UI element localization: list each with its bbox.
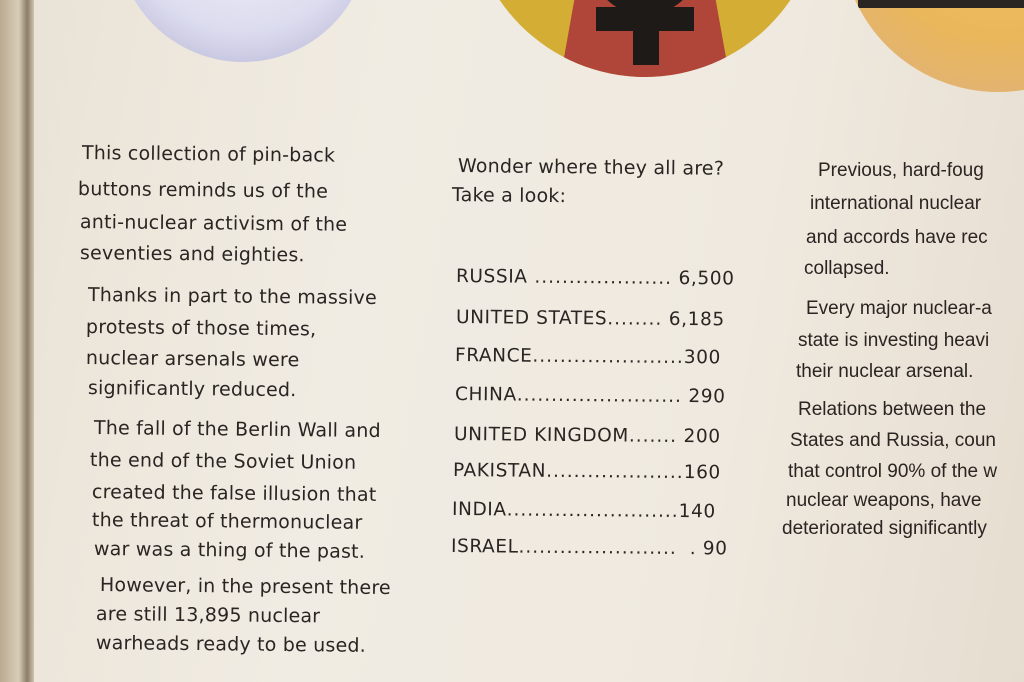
pin-button-disarmament <box>855 0 1024 92</box>
right-text-line: and accords have rec <box>806 227 988 248</box>
dot-leader: ....... <box>628 425 678 447</box>
dot-leader: ........ <box>607 308 663 330</box>
intro-text-line: created the false illusion that <box>91 481 377 506</box>
warhead-count: 160 <box>683 462 721 484</box>
right-text-line: international nuclear <box>810 193 982 214</box>
intro-text-line: The fall of the Berlin Wall and <box>93 417 381 443</box>
arsenal-row: UNITED KINGDOM....... 200 <box>454 424 721 447</box>
intro-text-line: warheads ready to be used. <box>95 632 367 657</box>
right-text-line: nuclear weapons, have <box>786 490 982 511</box>
right-text-line: Previous, hard-foug <box>818 160 984 181</box>
dot-leader: ......................... <box>506 499 679 522</box>
dot-leader: ....................... <box>518 536 677 559</box>
pin-button-blue <box>134 0 352 62</box>
arsenal-row: CHINA........................ 290 <box>455 384 726 407</box>
warhead-count: 140 <box>678 500 716 523</box>
arsenal-row: PAKISTAN....................160 <box>453 460 721 483</box>
right-text-line: that control 90% of the w <box>788 461 998 482</box>
venus-symbol-icon <box>596 0 694 65</box>
warhead-count: 300 <box>683 346 722 369</box>
country: PAKISTAN <box>452 460 547 482</box>
right-text-line: collapsed. <box>804 258 890 279</box>
warhead-count: 6,500 <box>671 267 735 290</box>
dot-leader: ...................... <box>532 345 684 368</box>
country: ISRAEL <box>450 536 519 558</box>
list-heading: Wonder where they all are? <box>457 155 725 180</box>
right-text-line: Relations between the <box>798 399 987 420</box>
right-text-line: Every major nuclear-a <box>806 298 992 319</box>
intro-text-line: seventies and eighties. <box>79 242 305 267</box>
country: RUSSIA <box>455 266 528 288</box>
intro-text-line: are still 13,895 nuclear <box>95 603 321 628</box>
intro-text-line: the threat of thermonuclear <box>91 509 363 534</box>
country: FRANCE <box>454 345 533 367</box>
country: UNITED KINGDOM <box>453 424 629 447</box>
warhead-count: 200 <box>676 425 721 448</box>
arsenal-row: RUSSIA .................... 6,500 <box>456 266 735 289</box>
arsenal-row: UNITED STATES........ 6,185 <box>456 307 725 330</box>
warhead-count: 290 <box>681 385 726 408</box>
arsenal-row: INDIA.........................140 <box>452 499 716 522</box>
intro-text-line: Thanks in part to the massive <box>87 284 378 310</box>
intro-text-line: the end of the Soviet Union <box>89 449 357 474</box>
intro-text-line: significantly reduced. <box>87 377 297 402</box>
right-text-line: States and Russia, coun <box>790 430 996 451</box>
right-text-line: state is investing heavi <box>798 330 990 351</box>
dot-leader: .................... <box>546 460 684 484</box>
intro-text-line: buttons reminds us of the <box>77 178 329 203</box>
dot-leader: ........................ <box>516 384 683 407</box>
warhead-count: 6,185 <box>662 308 725 331</box>
country: UNITED STATES <box>455 307 608 330</box>
list-heading: Take a look: <box>451 184 567 208</box>
arsenal-row: ISRAEL....................... . 90 <box>451 536 728 559</box>
warhead-count: . 90 <box>676 537 728 560</box>
arsenal-row: FRANCE......................300 <box>455 345 721 368</box>
country: CHINA <box>454 384 517 406</box>
right-text-line: their nuclear arsenal. <box>796 361 974 382</box>
pin-button-feminist-symbol <box>470 0 821 77</box>
intro-text-line: protests of those times, <box>85 316 317 341</box>
intro-text-line: This collection of pin-back <box>81 142 336 167</box>
intro-text-line: anti-nuclear activism of the <box>79 211 348 236</box>
panel-frame-edge <box>0 0 34 682</box>
intro-text-line: war was a thing of the past. <box>93 538 366 563</box>
right-text-line: deteriorated significantly <box>782 518 987 539</box>
intro-text-line: However, in the present there <box>99 574 391 600</box>
dot-leader: .................... <box>527 266 673 289</box>
intro-text-line: nuclear arsenals were <box>85 347 300 372</box>
country: INDIA <box>451 499 507 521</box>
